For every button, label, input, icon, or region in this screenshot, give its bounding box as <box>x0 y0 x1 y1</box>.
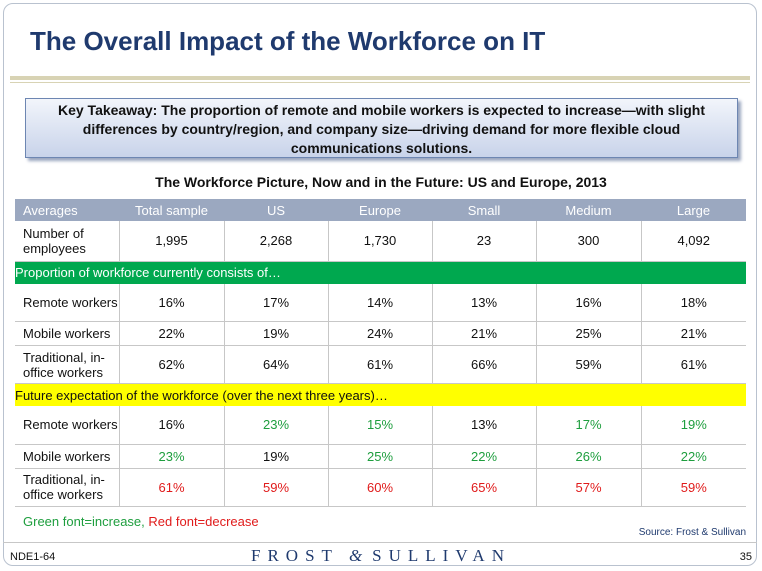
table-cell: 14% <box>328 283 433 322</box>
slide-title: The Overall Impact of the Workforce on I… <box>30 26 546 56</box>
header-large: Large <box>641 199 746 221</box>
slide-code: NDE1-64 <box>10 551 56 563</box>
table-cell: 57% <box>536 468 642 507</box>
table-cell: 61% <box>328 345 433 384</box>
table-cell: 1,995 <box>119 221 225 262</box>
section-current: Proportion of workforce currently consis… <box>15 261 746 284</box>
row-label: Traditional, in-office workers <box>15 468 120 507</box>
table-cell: 24% <box>328 321 433 346</box>
title-rule <box>10 76 750 80</box>
slide-frame <box>3 3 757 566</box>
table-row: Mobile workers 23% 19% 25% 22% 26% 22% <box>15 444 746 469</box>
table-cell: 16% <box>119 406 225 445</box>
table-cell: 17% <box>224 283 329 322</box>
table-row: Remote workers 16% 17% 14% 13% 16% 18% <box>15 283 746 322</box>
table-cell: 22% <box>641 444 746 469</box>
table-cell: 64% <box>224 345 329 384</box>
table-cell: 25% <box>536 321 642 346</box>
table-cell: 23 <box>432 221 537 262</box>
table-cell: 59% <box>536 345 642 384</box>
table-cell: 59% <box>641 468 746 507</box>
page-number: 35 <box>739 551 752 563</box>
section-label: Future expectation of the workforce (ove… <box>15 383 746 406</box>
table-cell: 18% <box>641 283 746 322</box>
table-cell: 21% <box>432 321 537 346</box>
table-cell: 19% <box>224 321 329 346</box>
table-cell: 21% <box>641 321 746 346</box>
table-cell: 13% <box>432 406 537 445</box>
table-cell: 60% <box>328 468 433 507</box>
table-cell: 4,092 <box>641 221 746 262</box>
table-cell: 19% <box>224 444 329 469</box>
header-small: Small <box>432 199 536 221</box>
row-label: Traditional, in-office workers <box>15 345 120 384</box>
frost-sullivan-logo: FROST & SULLIVAN <box>0 546 762 566</box>
header-averages: Averages <box>15 199 119 221</box>
table-cell: 300 <box>536 221 642 262</box>
table-row: Traditional, in-office workers 61% 59% 6… <box>15 468 746 507</box>
source-note: Source: Frost & Sullivan <box>638 527 746 538</box>
legend-increase: Green font=increase, <box>23 514 145 529</box>
table-cell: 22% <box>432 444 537 469</box>
table-cell: 66% <box>432 345 537 384</box>
table-cell: 2,268 <box>224 221 329 262</box>
brand-right: SULLIVAN <box>372 546 511 565</box>
table-cell: 62% <box>119 345 225 384</box>
footer-divider <box>3 542 757 543</box>
table-cell: 1,730 <box>328 221 433 262</box>
table-cell: 19% <box>641 406 746 445</box>
row-label: Number of employees <box>15 221 120 262</box>
brand-left: FROST <box>251 546 339 565</box>
workforce-table: Averages Total sample US Europe Small Me… <box>15 199 746 507</box>
section-future: Future expectation of the workforce (ove… <box>15 383 746 406</box>
brand-ampersand: & <box>348 546 363 565</box>
table-title: The Workforce Picture, Now and in the Fu… <box>155 174 607 190</box>
header-us: US <box>224 199 328 221</box>
table-cell: 61% <box>119 468 225 507</box>
table-row: Number of employees 1,995 2,268 1,730 23… <box>15 221 746 262</box>
table-cell: 22% <box>119 321 225 346</box>
row-label: Remote workers <box>15 283 120 322</box>
table-cell: 16% <box>536 283 642 322</box>
table-cell: 61% <box>641 345 746 384</box>
table-header-row: Averages Total sample US Europe Small Me… <box>15 199 746 221</box>
row-label: Remote workers <box>15 406 120 445</box>
table-row: Mobile workers 22% 19% 24% 21% 25% 21% <box>15 321 746 346</box>
table-cell: 23% <box>224 406 329 445</box>
key-takeaway-box: Key Takeaway: The proportion of remote a… <box>25 98 738 158</box>
row-label: Mobile workers <box>15 444 120 469</box>
table-cell: 23% <box>119 444 225 469</box>
section-label: Proportion of workforce currently consis… <box>15 261 746 284</box>
table-row: Remote workers 16% 23% 15% 13% 17% 19% <box>15 406 746 445</box>
table-cell: 25% <box>328 444 433 469</box>
table-cell: 15% <box>328 406 433 445</box>
header-europe: Europe <box>328 199 432 221</box>
table-cell: 65% <box>432 468 537 507</box>
table-cell: 59% <box>224 468 329 507</box>
title-rule-thin <box>10 82 750 83</box>
legend-decrease: Red font=decrease <box>148 514 259 529</box>
table-cell: 26% <box>536 444 642 469</box>
row-label: Mobile workers <box>15 321 120 346</box>
table-cell: 13% <box>432 283 537 322</box>
header-total-sample: Total sample <box>119 199 224 221</box>
color-legend: Green font=increase, Red font=decrease <box>23 514 259 529</box>
table-row: Traditional, in-office workers 62% 64% 6… <box>15 345 746 384</box>
header-medium: Medium <box>536 199 641 221</box>
table-cell: 16% <box>119 283 225 322</box>
table-cell: 17% <box>536 406 642 445</box>
